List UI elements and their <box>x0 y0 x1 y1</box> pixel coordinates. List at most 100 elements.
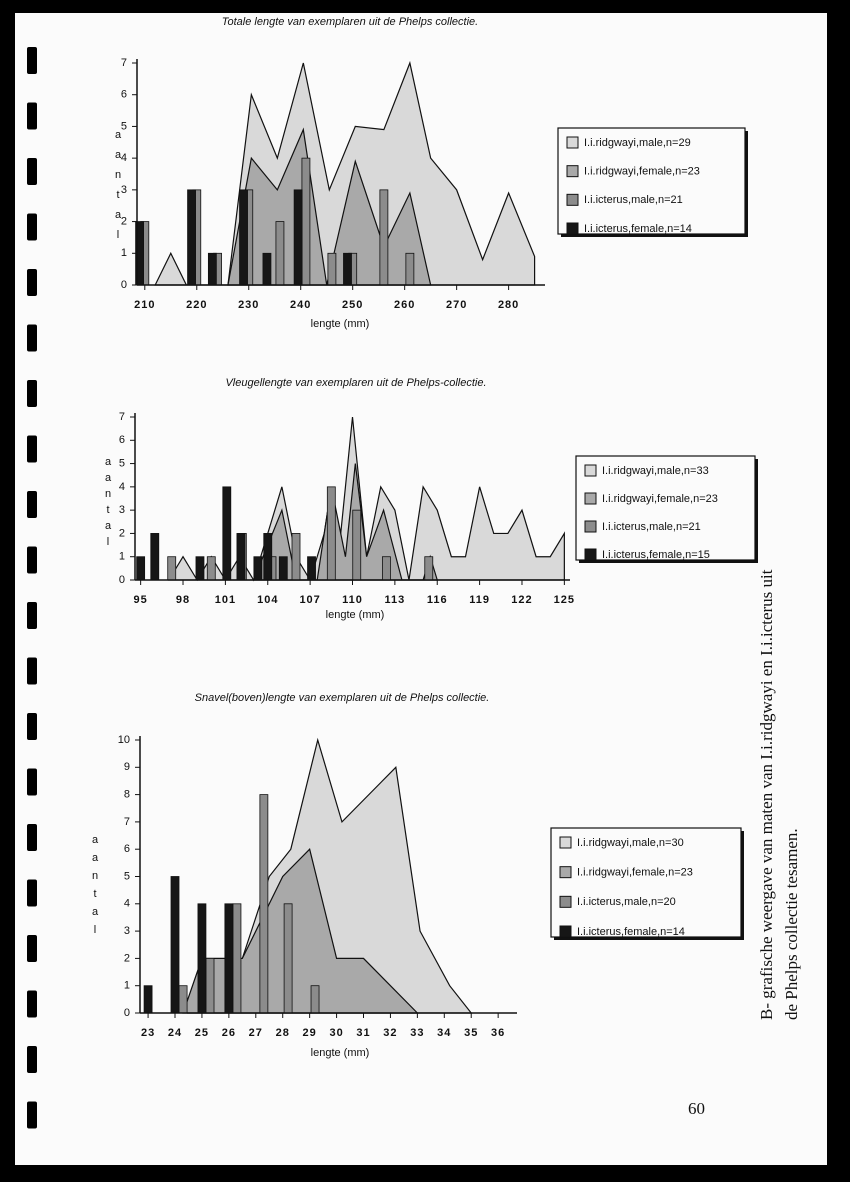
y-tick-label: 3 <box>124 925 130 937</box>
x-tick-label: 25 <box>195 1027 209 1039</box>
y-axis-label-char: a <box>115 209 122 221</box>
x-tick-label: 35 <box>464 1027 478 1039</box>
bar <box>187 189 196 286</box>
y-axis-label-char: l <box>117 229 119 241</box>
legend-box <box>550 827 742 938</box>
legend-swatch <box>559 836 572 849</box>
y-tick-label: 5 <box>124 870 130 882</box>
y-tick-label: 8 <box>124 789 130 801</box>
binding-mark <box>27 602 37 629</box>
x-tick-label: 95 <box>134 594 148 606</box>
x-tick-label: 36 <box>491 1027 505 1039</box>
y-tick-label: 0 <box>121 279 127 291</box>
x-tick-label: 33 <box>410 1027 424 1039</box>
x-tick-label: 98 <box>176 594 190 606</box>
bar <box>224 903 234 1014</box>
y-axis-label-char: n <box>92 870 98 882</box>
y-tick-label: 3 <box>119 504 125 516</box>
caption-line: B- grafische weergave van maten van I.i.… <box>757 569 776 1020</box>
binding-mark <box>27 768 37 796</box>
x-tick-label: 107 <box>299 594 320 606</box>
y-axis-label-char: n <box>105 488 111 500</box>
binding-mark <box>27 102 37 130</box>
bar <box>405 252 415 286</box>
y-axis-label-char: a <box>105 456 112 468</box>
bar <box>379 189 389 286</box>
binding-mark <box>27 47 37 74</box>
y-axis-label-char: l <box>94 924 96 936</box>
y-axis-label-char: a <box>115 129 122 141</box>
bar <box>207 252 217 286</box>
legend-swatch <box>559 866 572 879</box>
x-tick-label: 24 <box>168 1027 182 1039</box>
y-tick-label: 7 <box>119 411 125 423</box>
bar <box>301 157 311 286</box>
x-tick-label: 119 <box>469 594 490 606</box>
x-tick-label: 30 <box>329 1027 343 1039</box>
chart-title: Snavel(boven)lengte van exemplaren uit d… <box>195 692 490 704</box>
legend-label: I.i.icterus,female,n=14 <box>577 926 685 938</box>
bar <box>197 903 207 1014</box>
bar <box>424 556 434 581</box>
x-tick-label: 23 <box>141 1027 155 1039</box>
y-tick-label: 4 <box>119 481 125 493</box>
y-tick-label: 1 <box>121 247 127 259</box>
legend-swatch <box>566 165 579 178</box>
y-tick-label: 6 <box>121 89 127 101</box>
x-tick-label: 26 <box>222 1027 236 1039</box>
y-axis-label-char: a <box>92 906 99 918</box>
bar <box>291 533 301 581</box>
legend-label: I.i.ridgwayi,male,n=29 <box>584 137 691 149</box>
bar <box>253 556 263 581</box>
bar <box>263 533 273 581</box>
legend-box <box>557 127 746 235</box>
binding-mark <box>27 380 37 407</box>
y-tick-label: 1 <box>124 980 130 992</box>
x-tick-label: 110 <box>342 594 363 606</box>
chart-title: Totale lengte van exemplaren uit de Phel… <box>222 16 478 28</box>
bar <box>326 486 336 581</box>
bar <box>283 903 293 1014</box>
x-tick-label: 122 <box>511 594 532 606</box>
legend-label: I.i.icterus,male,n=21 <box>602 521 701 533</box>
y-tick-label: 4 <box>121 152 127 164</box>
y-axis-label-char: a <box>115 149 122 161</box>
bar <box>293 189 303 286</box>
bar <box>167 556 177 581</box>
legend-swatch <box>584 520 597 533</box>
y-axis-label-char: a <box>105 520 112 532</box>
x-tick-label: 230 <box>238 299 259 311</box>
page-number: 60 <box>688 1099 705 1118</box>
legend-swatch <box>584 464 597 477</box>
y-tick-label: 6 <box>124 843 130 855</box>
y-tick-label: 6 <box>119 434 125 446</box>
bar <box>259 794 269 1014</box>
y-tick-label: 2 <box>119 527 125 539</box>
bar <box>143 985 153 1014</box>
x-tick-label: 260 <box>394 299 415 311</box>
binding-mark <box>27 491 37 518</box>
y-axis-label-char: t <box>93 888 96 900</box>
x-tick-label: 116 <box>427 594 448 606</box>
bar <box>275 221 285 286</box>
x-tick-label: 31 <box>356 1027 370 1039</box>
bar <box>381 556 391 581</box>
x-tick-label: 101 <box>215 594 236 606</box>
legend-box <box>575 455 756 561</box>
chart-title: Vleugellengte van exemplaren uit de Phel… <box>225 377 486 389</box>
binding-mark <box>27 1101 37 1129</box>
legend-label: I.i.icterus,female,n=14 <box>584 223 692 235</box>
legend-swatch <box>559 895 572 908</box>
legend-label: I.i.ridgwayi,male,n=33 <box>602 465 709 477</box>
binding-mark <box>27 990 37 1018</box>
y-axis-label-char: t <box>116 189 119 201</box>
x-tick-label: 125 <box>554 594 575 606</box>
binding-mark <box>27 657 37 685</box>
y-axis-label-char: n <box>115 169 121 181</box>
y-tick-label: 0 <box>124 1007 130 1019</box>
bar <box>205 958 215 1014</box>
legend-swatch <box>566 193 579 206</box>
bar <box>195 556 205 581</box>
x-tick-label: 240 <box>290 299 311 311</box>
